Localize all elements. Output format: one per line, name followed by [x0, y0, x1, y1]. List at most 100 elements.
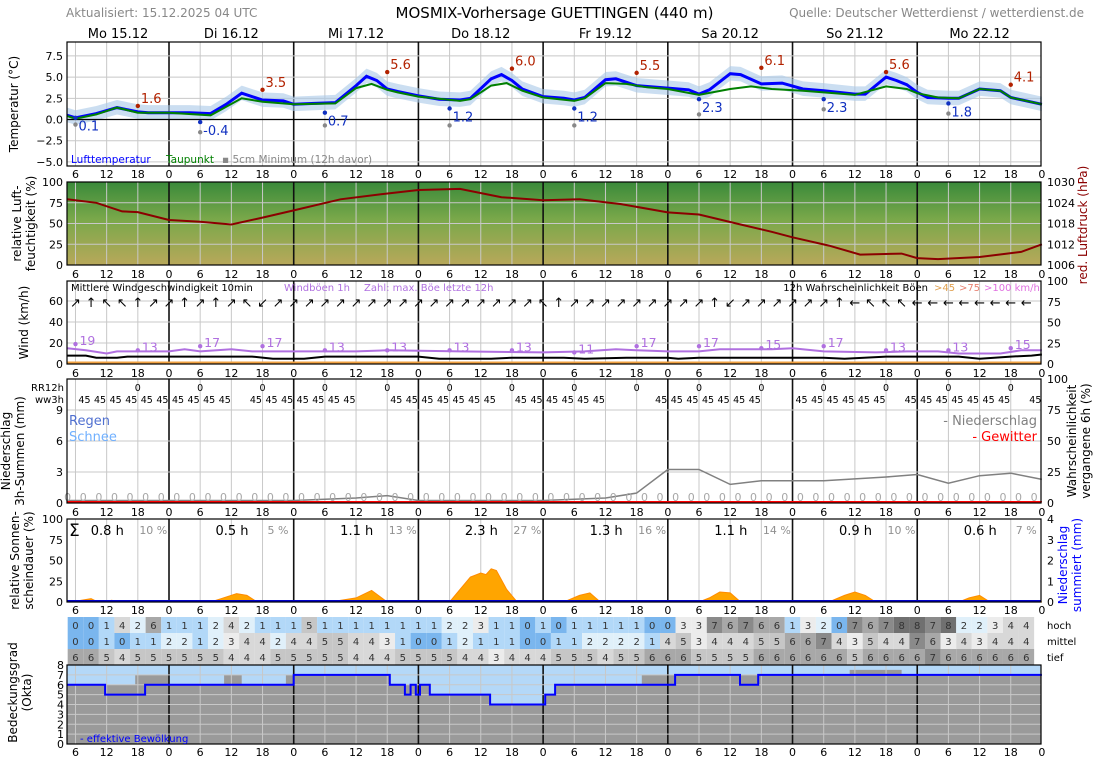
cloud-cell [800, 633, 816, 649]
hour-tick-label: 12 [349, 604, 363, 617]
precip-amount-label: 0 [204, 491, 211, 504]
y-axis-tick: 8 [57, 659, 64, 672]
wind-direction-arrow-icon: ↗ [787, 296, 798, 311]
max-temp-dot [509, 66, 515, 71]
cloud-value: 5 [337, 637, 343, 648]
cloud-cell [285, 633, 302, 649]
cloud-value: 0 [524, 621, 530, 632]
cloud-cell [301, 633, 318, 649]
precip-amount-label: 0 [469, 491, 476, 504]
hour-tick-label: 12 [723, 268, 737, 281]
gust-max-dot [821, 343, 826, 349]
cloud-cell [176, 617, 193, 633]
wind-direction-arrow-icon: ↑ [86, 296, 97, 311]
hour-tick-label: 18 [630, 506, 644, 519]
cloud-value: 0 [836, 621, 842, 632]
hour-tick-label: 0 [415, 168, 422, 181]
hour-tick-label: 18 [505, 168, 519, 181]
min-temp-dot [322, 110, 328, 115]
cloud-cell [862, 617, 879, 633]
ww3h-code: 45 [873, 395, 885, 406]
ww3h-code: 45 [188, 395, 200, 406]
hour-tick-label: 0 [664, 268, 671, 281]
cloud-cell [675, 649, 692, 665]
gust-max-label: 17 [641, 335, 657, 350]
cloud-cell [769, 617, 785, 633]
gust-max-label: 17 [204, 335, 220, 350]
cloud-value: 6 [774, 621, 780, 632]
ww3h-code: 45 [593, 395, 605, 406]
hour-tick-label: 6 [571, 268, 578, 281]
ww3h-code: 45 [702, 395, 714, 406]
ground-min-dot [821, 107, 826, 112]
hour-tick-label: 18 [879, 168, 893, 181]
wind-direction-arrow-icon: ↗ [569, 296, 580, 311]
precip-amount-label: 0 [360, 491, 367, 504]
cloud-cell [753, 633, 770, 649]
cloud-cell [426, 633, 442, 649]
cloud-cell [114, 633, 131, 649]
wind-direction-arrow-icon: ↗ [631, 296, 642, 311]
wind-direction-arrow-icon: ↖ [896, 296, 907, 311]
hour-tick-label: 0 [789, 506, 796, 519]
hour-tick-label: 12 [349, 746, 363, 759]
effective-cloud-line [67, 673, 1042, 706]
hour-tick-label: 12 [349, 268, 363, 281]
right-axis-tick: 1024 [1047, 197, 1075, 210]
cloud-value: 3 [805, 621, 811, 632]
hour-tick-label: 0 [664, 604, 671, 617]
mean-wind-line [67, 353, 1043, 360]
ww3h-code: 45 [842, 395, 854, 406]
legend-rain: Regen [69, 414, 110, 429]
cloud-value: 0 [415, 637, 421, 648]
cloud-cell [379, 633, 396, 649]
cloud-cell [270, 649, 286, 665]
precip-amount-label: 0 [937, 491, 944, 504]
rr12h-value: 0 [1008, 383, 1014, 394]
right-axis-tick: 2 [1047, 555, 1054, 568]
cloud-cell [691, 617, 707, 633]
cloud-cell [706, 649, 723, 665]
hour-tick-label: 6 [197, 604, 204, 617]
cloud-cell [410, 649, 427, 665]
precip-amount-label: 0 [142, 491, 149, 504]
cloud-cell [504, 633, 520, 649]
hour-tick-label: 6 [72, 746, 79, 759]
ww3h-code: 45 [265, 395, 277, 406]
max-temp-label: 6.1 [764, 54, 785, 69]
rr12h-value: 0 [509, 383, 515, 394]
cloud-cell [145, 649, 162, 665]
sunshine-area [67, 568, 1042, 603]
cloud-cell [940, 617, 957, 633]
y-axis-tick: −2.5 [36, 135, 63, 148]
cloud-value: 4 [540, 653, 546, 664]
ground-min-dot [197, 130, 203, 135]
precip-amount-label: 0 [501, 491, 508, 504]
precip-amount-label: 0 [688, 491, 695, 504]
cloud-cell [332, 649, 349, 665]
cloud-cell [940, 649, 957, 665]
cloud-value: 5 [213, 653, 219, 664]
ww3h-code: 45 [530, 395, 542, 406]
cloud-value: 5 [431, 653, 437, 664]
precip-amount-label: 0 [251, 491, 258, 504]
cloud-cell [239, 617, 255, 633]
precip-amount-label: 0 [345, 491, 352, 504]
legend-prob-100: >100 km/h [984, 283, 1040, 294]
gust-max-label: 15 [1015, 337, 1031, 352]
wind-direction-arrow-icon: ↗ [647, 296, 658, 311]
hour-tick-label: 6 [820, 367, 827, 380]
min-temp-label: 1.2 [453, 110, 474, 125]
cloud-value: 6 [1008, 653, 1014, 664]
cloud-cell [909, 633, 926, 649]
ground-min-dot [572, 123, 577, 128]
hour-tick-label: 12 [224, 168, 238, 181]
gust-max-label: 13 [952, 339, 968, 354]
hour-tick-label: 6 [820, 604, 827, 617]
ww3h-code: 45 [484, 395, 496, 406]
max-temp-dot [135, 103, 141, 109]
cloud-cell [644, 649, 661, 665]
cloud-value: 2 [181, 637, 187, 648]
ww3h-code: 45 [78, 395, 90, 406]
cloud-cell [784, 649, 801, 665]
